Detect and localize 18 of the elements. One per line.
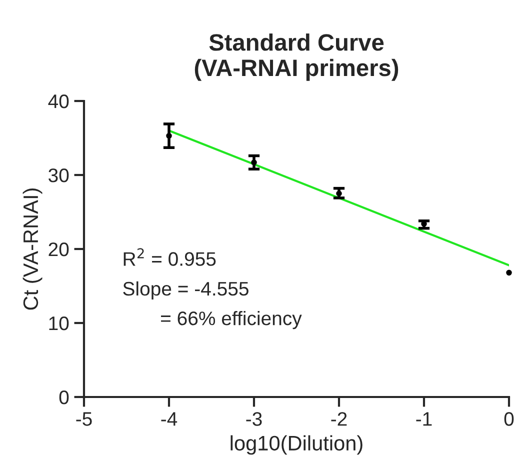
y-tick-label: 0 <box>59 390 69 404</box>
x-tick-label: -1 <box>416 412 432 426</box>
annotation: R$^{2}$ = 0.955 <box>124 248 216 266</box>
y-tick-label: 30 <box>48 168 69 182</box>
x-tick-label: 0 <box>504 412 514 426</box>
x-tick-label: -5 <box>76 412 92 426</box>
y-tick-label: 20 <box>48 242 69 256</box>
y-axis-title: Ct (VA-RNAI) <box>22 188 42 310</box>
x-axis-title: log10(Dilution) <box>230 435 362 455</box>
x-tick-label: -3 <box>246 412 262 426</box>
x-tick-label: -4 <box>161 412 178 426</box>
annotation: = 66% efficiency <box>161 310 302 330</box>
point <box>506 270 512 276</box>
x-tick-label: -2 <box>331 412 347 426</box>
y-tick-label: 40 <box>48 94 69 108</box>
y-tick-label: 10 <box>49 316 69 330</box>
annotation: Slope = -4.555 <box>123 281 248 300</box>
chart-title: Standard Curve (VA-RNAI primers) <box>194 33 398 81</box>
